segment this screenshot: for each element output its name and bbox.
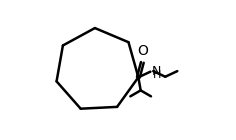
Text: N: N bbox=[152, 65, 161, 78]
Text: H: H bbox=[153, 70, 161, 80]
Text: O: O bbox=[137, 44, 148, 58]
